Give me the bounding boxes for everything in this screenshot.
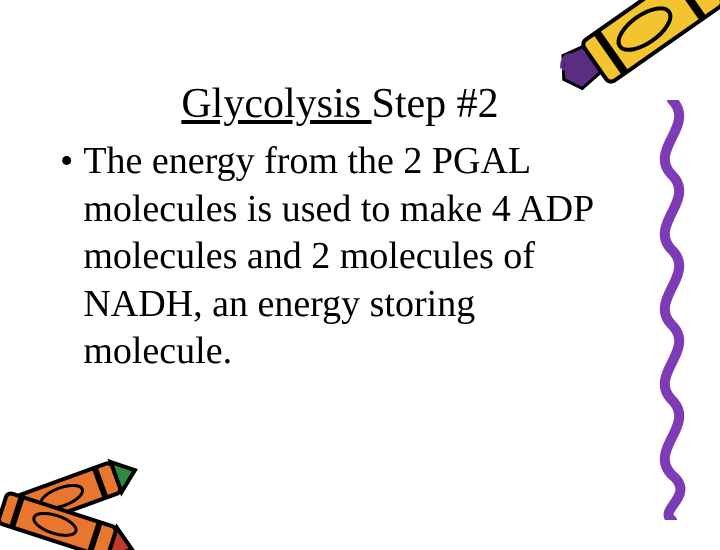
title-underlined: Glycolysis [181, 81, 371, 127]
slide-content: Glycolysis Step #2 • The energy from the… [60, 80, 620, 376]
bullet-item: • The energy from the 2 PGAL molecules i… [60, 138, 620, 376]
title-rest: Step #2 [372, 81, 499, 127]
bullet-text: The energy from the 2 PGAL molecules is … [83, 138, 620, 376]
slide-title: Glycolysis Step #2 [60, 80, 620, 128]
orange-crayons-icon [0, 390, 190, 550]
bullet-marker: • [60, 138, 73, 186]
purple-squiggle-icon [642, 100, 702, 520]
